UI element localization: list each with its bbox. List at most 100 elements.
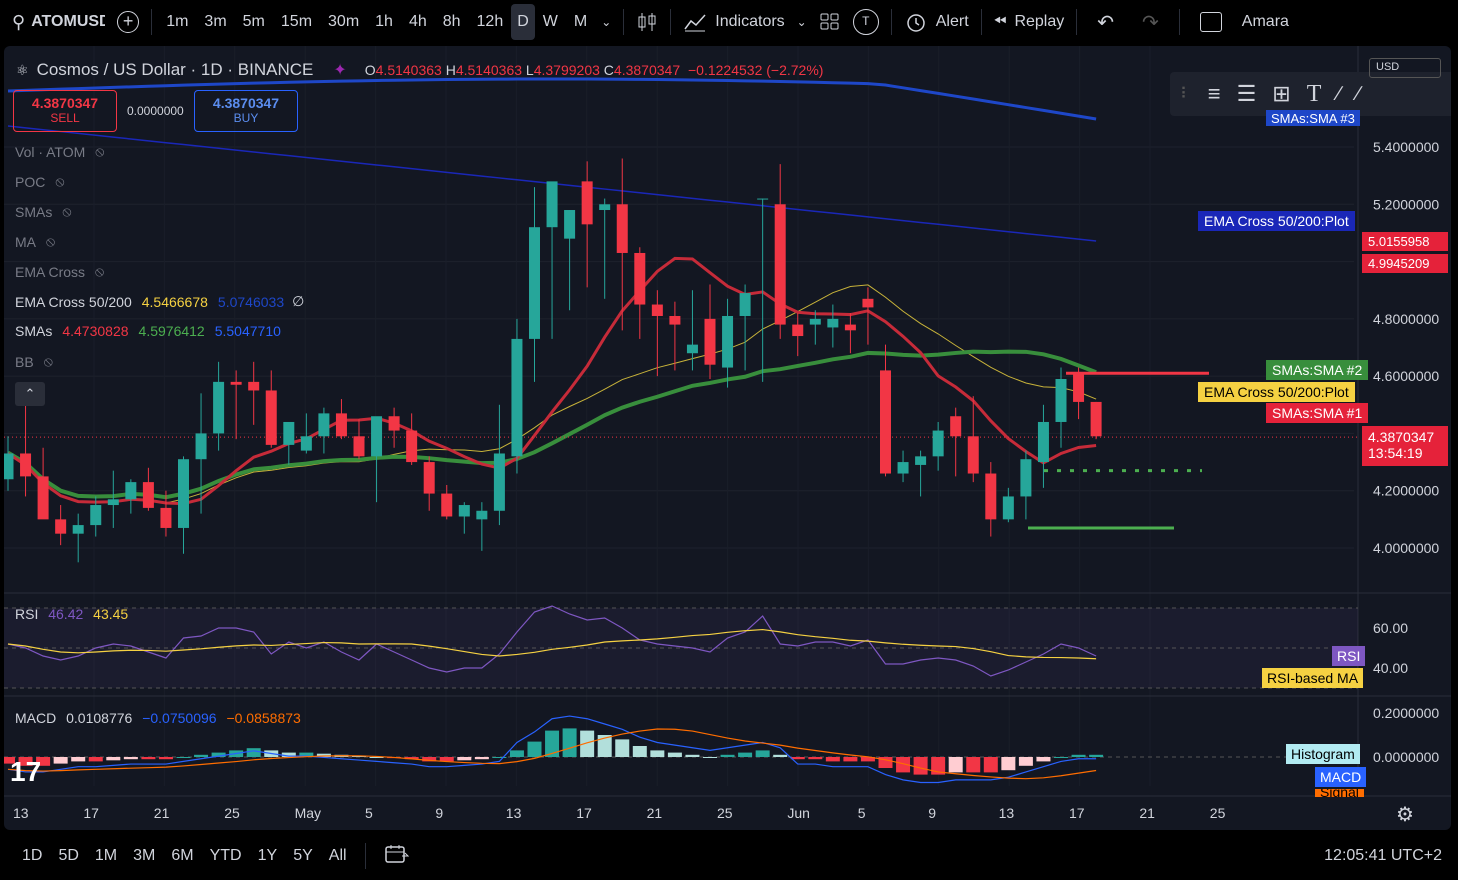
eye-off-icon[interactable]: ⦸ bbox=[62, 203, 72, 219]
timeframe-12h[interactable]: 12h bbox=[476, 13, 504, 30]
alert-button[interactable]: Alert bbox=[898, 0, 975, 44]
legend-poc[interactable]: POC ⦸ bbox=[15, 173, 64, 190]
timeframe-15m[interactable]: 15m bbox=[280, 13, 313, 30]
candle-body bbox=[318, 413, 330, 437]
chart-panel[interactable]: 5.4000000 5.2000000 4.8000000 4.6000000 4.20… bbox=[4, 46, 1451, 830]
eye-off-icon[interactable]: ⦸ bbox=[95, 263, 105, 279]
rsi-line bbox=[7, 605, 1097, 677]
sell-label: SELL bbox=[50, 111, 80, 125]
legend-vol[interactable]: Vol · ATOM ⦸ bbox=[15, 143, 104, 160]
indicator-link-icon[interactable]: ✦ bbox=[333, 62, 347, 79]
timeframe-30m[interactable]: 30m bbox=[328, 13, 360, 30]
chart-settings-button[interactable]: ⚙ bbox=[1396, 802, 1414, 827]
range-1y[interactable]: 1Y bbox=[257, 847, 278, 864]
indicators-icon bbox=[684, 14, 706, 32]
line-style-icon[interactable]: ≡ bbox=[1207, 81, 1221, 106]
macd-legend[interactable]: MACD 0.0108776 −0.0750096 −0.0858873 bbox=[15, 710, 301, 726]
candle-body bbox=[599, 204, 611, 211]
redo-button[interactable]: ↷ bbox=[1128, 0, 1173, 44]
brush-icon[interactable]: ∕ bbox=[1356, 82, 1361, 105]
redo-icon: ↷ bbox=[1142, 11, 1159, 34]
goto-date-button[interactable] bbox=[372, 843, 422, 870]
range-5y[interactable]: 5Y bbox=[293, 847, 313, 864]
range-all[interactable]: All bbox=[328, 847, 347, 864]
timeframe-1h[interactable]: 1h bbox=[375, 13, 393, 30]
rsi-legend[interactable]: RSI 46.42 43.45 bbox=[15, 606, 128, 622]
chart-canvas[interactable]: 5.4000000 5.2000000 4.8000000 4.6000000 4.20… bbox=[4, 46, 1451, 830]
range-6m[interactable]: 6M bbox=[171, 847, 194, 864]
range-3m[interactable]: 3M bbox=[133, 847, 156, 864]
indicators-dropdown[interactable]: ⌄ bbox=[791, 0, 813, 44]
timeframe-dropdown[interactable]: ⌄ bbox=[595, 0, 617, 44]
buy-button[interactable]: 4.3870347 BUY bbox=[194, 90, 298, 132]
clock[interactable]: 12:05:41 UTC+2 bbox=[1324, 847, 1442, 864]
legend-ema-cross-50-200[interactable]: EMA Cross 50/200 4.5466678 5.0746033 ∅ bbox=[15, 293, 304, 310]
undo-icon: ↶ bbox=[1097, 11, 1115, 34]
candle-body bbox=[686, 344, 698, 354]
candle-body bbox=[1055, 379, 1067, 422]
range-1d[interactable]: 1D bbox=[22, 847, 43, 864]
text-tool-icon[interactable]: T bbox=[1306, 80, 1322, 107]
eye-off-icon[interactable]: ⦸ bbox=[43, 353, 53, 369]
candle-body bbox=[932, 430, 944, 457]
replay-button[interactable]: ⏪︎ Replay bbox=[988, 0, 1071, 44]
timeframe-4h[interactable]: 4h bbox=[408, 13, 427, 30]
crosshair-box-icon[interactable]: ⊞ bbox=[1272, 81, 1291, 106]
legend-ma[interactable]: MA ⦸ bbox=[15, 233, 55, 250]
legend-bb[interactable]: BB ⦸ bbox=[15, 353, 53, 370]
ema-value-1: 4.5466678 bbox=[141, 293, 208, 310]
templates-button[interactable]: T bbox=[847, 0, 885, 44]
rsi-name: RSI bbox=[15, 606, 39, 622]
layout-button[interactable] bbox=[813, 0, 847, 44]
timeframe-w[interactable]: W bbox=[542, 13, 558, 30]
compare-button[interactable]: + bbox=[111, 0, 145, 44]
legend-ema-cross[interactable]: EMA Cross ⦸ bbox=[15, 263, 104, 280]
time-tick: 17 bbox=[576, 805, 592, 821]
timeframe-8h[interactable]: 8h bbox=[442, 13, 461, 30]
drag-handle-icon[interactable]: ⠇ bbox=[1180, 86, 1192, 103]
price-tick: 4.0000000 bbox=[1373, 540, 1439, 556]
eye-off-icon[interactable]: ⦸ bbox=[46, 233, 56, 249]
range-1m[interactable]: 1M bbox=[94, 847, 118, 864]
candle-body bbox=[616, 204, 628, 253]
legend-ema-label: EMA Cross 50/200 bbox=[15, 293, 132, 310]
line-width-icon[interactable]: ☰ bbox=[1236, 81, 1257, 106]
signal-axis-label: Signal bbox=[1315, 789, 1364, 797]
collapse-legend-button[interactable]: ⌃ bbox=[15, 382, 45, 406]
macd-histogram-bar bbox=[176, 757, 191, 758]
fullscreen-button[interactable] bbox=[1186, 0, 1236, 44]
timeframe-d[interactable]: D bbox=[511, 4, 535, 40]
currency-button[interactable]: USD bbox=[1369, 58, 1441, 78]
macd-name: MACD bbox=[15, 710, 57, 726]
macd-histogram-bar bbox=[966, 757, 981, 773]
range-5d[interactable]: 5D bbox=[58, 847, 79, 864]
indicators-button[interactable]: Indicators bbox=[677, 0, 790, 44]
ema-value-2: 5.0746033 bbox=[217, 293, 285, 310]
ema-plot-axis-label: EMA Cross 50/200:Plot bbox=[1198, 382, 1355, 402]
eye-off-icon[interactable]: ⦸ bbox=[95, 143, 105, 159]
undo-button[interactable]: ↶ bbox=[1083, 0, 1128, 44]
timeframe-1m[interactable]: 1m bbox=[166, 13, 189, 30]
symbol-title: Cosmos / US Dollar · 1D · BINANCE bbox=[36, 60, 314, 79]
chart-type-button[interactable] bbox=[630, 0, 664, 44]
sell-price: 4.3870347 bbox=[31, 95, 99, 111]
timeframe-3m[interactable]: 3m bbox=[204, 13, 227, 30]
user-menu[interactable]: Amara bbox=[1236, 0, 1295, 44]
range-ytd[interactable]: YTD bbox=[209, 847, 242, 864]
macd-histogram-bar bbox=[1036, 757, 1051, 762]
rsi-ma-value: 43.45 bbox=[93, 606, 129, 622]
time-tick: 25 bbox=[224, 805, 240, 821]
rsi-ma-axis-label: RSI-based MA bbox=[1262, 668, 1364, 688]
candle-body bbox=[757, 198, 769, 200]
eye-off-icon[interactable]: ⦸ bbox=[55, 173, 65, 189]
macd-histogram-bar bbox=[703, 757, 717, 758]
buy-price: 4.3870347 bbox=[212, 95, 280, 111]
legend-smas-hidden[interactable]: SMAs ⦸ bbox=[15, 203, 71, 220]
symbol-search[interactable]: ⚲ ATOMUSD bbox=[0, 0, 111, 44]
pen-icon[interactable]: ∕ bbox=[1337, 82, 1341, 105]
timeframe-5m[interactable]: 5m bbox=[242, 13, 265, 30]
timeframe-m[interactable]: M bbox=[573, 13, 588, 30]
time-tick: 25 bbox=[1210, 805, 1226, 821]
legend-smas[interactable]: SMAs 4.4730828 4.5976412 5.5047710 bbox=[15, 323, 281, 339]
sell-button[interactable]: 4.3870347 SELL bbox=[13, 90, 117, 132]
